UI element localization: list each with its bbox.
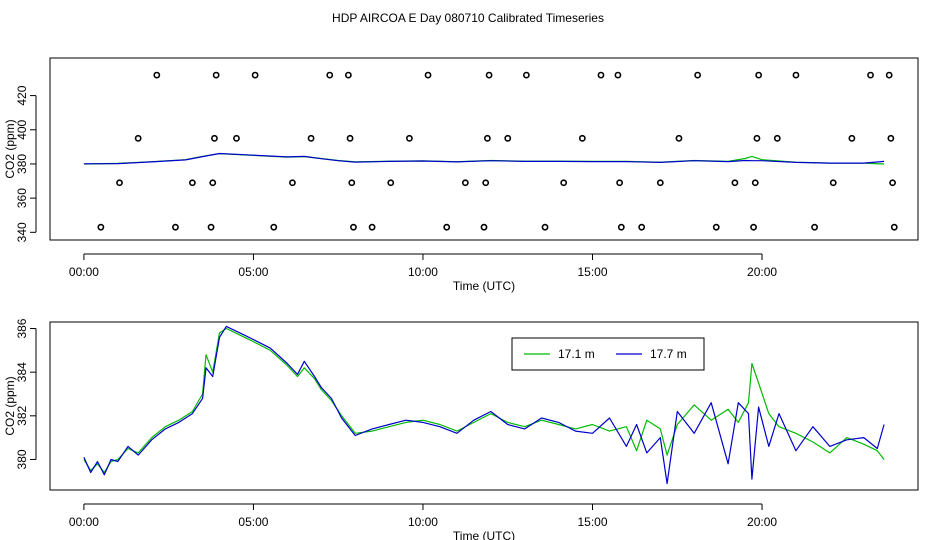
x-tick-label: 05:00 [238,515,268,529]
y-axis-label: CO2 (ppm) [3,376,17,435]
calibration-point [885,71,893,79]
calibration-point [522,71,530,79]
x-tick-label: 05:00 [238,265,268,279]
calibration-point [712,223,720,231]
plot-frame [49,321,919,491]
calibration-point [348,179,356,187]
y-tick-label: 360 [15,188,29,208]
calibration-point [578,134,586,142]
y-tick-label: 420 [15,85,29,105]
series-line-1 [83,327,885,474]
calibration-point [172,223,179,231]
calibration-point [480,223,488,231]
legend-label: 17.1 m [558,347,595,361]
calibration-point [251,71,259,79]
calibration-point [773,134,781,142]
calibration-point [889,179,896,187]
calibration-point [346,134,354,142]
x-tick-label: 10:00 [408,515,438,529]
calibration-point [504,134,512,142]
y-tick-label: 400 [15,119,29,139]
calibration-point [350,223,357,231]
calibration-point [617,223,625,231]
calibration-point [560,179,568,187]
calibration-point [461,179,469,187]
x-axis-label: Time (UTC) [453,279,515,293]
legend-label: 17.7 m [650,347,687,361]
calibration-point [867,71,874,79]
calibration-point [443,223,451,231]
calibration-point [344,71,352,79]
calibration-point [848,134,856,142]
x-axis-label: Time (UTC) [453,529,515,540]
series-line-3 [83,152,885,165]
calibration-point [189,179,196,187]
calibration-point [614,71,622,79]
calibration-point [97,223,105,231]
calibration-point [116,179,123,187]
y-tick-label: 380 [15,154,29,174]
calibration-point [597,71,605,79]
series-line-2 [83,325,885,485]
calibration-point [890,223,898,231]
calibration-point [233,134,240,142]
chart-title: HDP AIRCOA E Day 080710 Calibrated Times… [332,11,604,25]
calibration-point [211,134,218,142]
plot-frame [49,57,919,241]
calibration-point [207,223,215,231]
x-tick-label: 00:00 [69,515,99,529]
x-tick-label: 15:00 [577,515,607,529]
calibration-point [368,223,376,231]
calibration-point [656,179,664,187]
calibration-point [731,179,739,187]
calibration-point [616,179,624,187]
x-tick-label: 20:00 [747,265,777,279]
x-tick-label: 10:00 [408,265,438,279]
y-tick-label: 340 [15,222,29,242]
calibration-point [675,134,683,142]
y-tick-label: 384 [15,362,29,382]
calibration-point [755,71,763,79]
calibration-point [209,179,217,187]
x-tick-label: 15:00 [577,265,607,279]
calibration-point [829,179,837,187]
calibration-point [541,223,549,231]
calibration-point [134,134,142,142]
bottom-panel: 00:00 05:00 10:00 15:00 20:00 Time (UTC) 380 38… [3,318,919,540]
calibration-point [326,71,334,79]
calibration-point [482,179,490,187]
calibration-point [270,223,278,231]
y-tick-label: 386 [15,318,29,338]
calibration-point [751,179,759,187]
calibration-point [811,223,818,231]
calibration-point [750,223,757,231]
calibration-point [483,134,491,142]
calibration-point [406,134,413,142]
calibration-point [212,71,220,79]
x-tick-label: 00:00 [69,265,99,279]
calibration-point [424,71,432,79]
calibration-point [387,179,395,187]
calibration-point [887,134,895,142]
calibration-point [289,179,296,187]
calibration-point [638,223,646,231]
calibration-point [153,71,161,79]
series-line-2 [83,153,885,165]
legend: 17.1 m 17.7 m [511,337,705,371]
calibration-point [485,71,493,79]
calibration-point [792,71,800,79]
x-tick-label: 20:00 [747,515,777,529]
calibration-point [694,71,702,79]
calibration-point [753,134,761,142]
calibration-point [307,134,315,142]
y-axis-label: CO2 (ppm) [3,119,17,178]
y-tick-label: 382 [15,405,29,425]
top-panel: 00:00 05:00 10:00 15:00 20:00 Time (UTC) 340 36… [3,57,919,293]
y-tick-label: 380 [15,449,29,469]
